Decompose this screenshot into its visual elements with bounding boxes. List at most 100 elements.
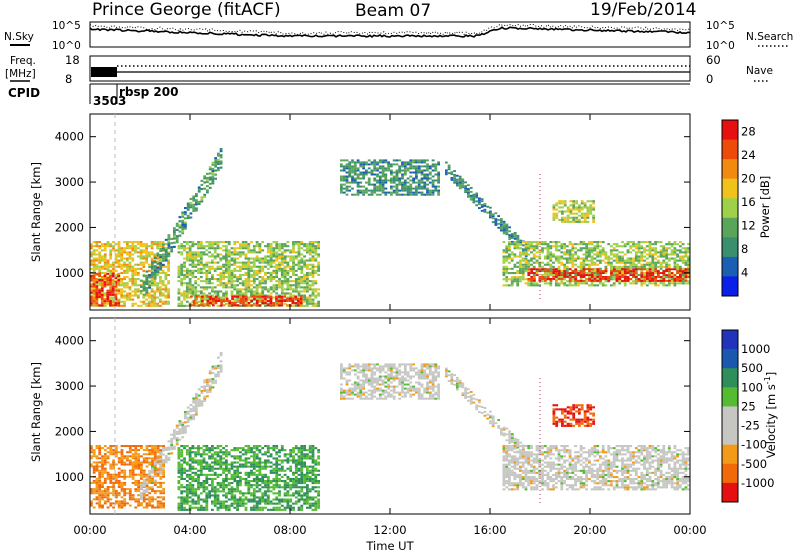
- heatmap-cell: [613, 278, 616, 280]
- heatmap-cell: [284, 272, 287, 274]
- heatmap-cell: [200, 280, 203, 282]
- heatmap-cell: [192, 484, 195, 486]
- heatmap-cell: [181, 220, 184, 222]
- heatmap-cell: [267, 255, 270, 257]
- heatmap-cell: [613, 276, 616, 278]
- heatmap-cell: [112, 268, 115, 270]
- heatmap-cell: [295, 286, 298, 288]
- heatmap-cell: [121, 476, 124, 478]
- heatmap-cell: [145, 247, 148, 249]
- heatmap-cell: [176, 239, 179, 241]
- heatmap-cell: [359, 186, 362, 188]
- heatmap-cell: [649, 274, 652, 276]
- heatmap-cell: [676, 260, 679, 262]
- heatmap-cell: [267, 296, 270, 298]
- heatmap-cell: [505, 251, 508, 253]
- heatmap-cell: [178, 468, 181, 470]
- heatmap-cell: [180, 468, 183, 470]
- heatmap-cell: [303, 299, 306, 301]
- heatmap-cell: [685, 276, 688, 278]
- heatmap-cell: [183, 490, 186, 492]
- heatmap-cell: [643, 256, 646, 258]
- heatmap-cell: [192, 208, 195, 210]
- heatmap-cell: [159, 478, 162, 480]
- heatmap-cell: [569, 280, 572, 282]
- heatmap-cell: [362, 167, 365, 169]
- heatmap-cell: [217, 274, 220, 276]
- heatmap-cell: [245, 272, 248, 274]
- heatmap-cell: [212, 164, 215, 166]
- heatmap-cell: [287, 266, 290, 268]
- heatmap-cell: [259, 284, 262, 286]
- heatmap-cell: [547, 276, 550, 278]
- heatmap-cell: [253, 266, 256, 268]
- heatmap-cell: [505, 256, 508, 258]
- heatmap-cell: [583, 262, 586, 264]
- heatmap-cell: [162, 266, 165, 268]
- heatmap-cell: [253, 272, 256, 274]
- heatmap-cell: [415, 190, 418, 192]
- heatmap-cell: [278, 258, 281, 260]
- heatmap-cell: [176, 223, 179, 225]
- heatmap-cell: [547, 264, 550, 266]
- heatmap-cell: [654, 247, 657, 249]
- heatmap-cell: [566, 258, 569, 260]
- heatmap-cell: [563, 251, 566, 253]
- heatmap-cell: [159, 507, 162, 509]
- heatmap-cell: [162, 288, 165, 290]
- heatmap-cell: [396, 174, 399, 176]
- heatmap-cell: [146, 281, 149, 283]
- heatmap-cell: [157, 471, 160, 473]
- heatmap-cell: [186, 509, 189, 511]
- heatmap-cell: [192, 480, 195, 482]
- heatmap-cell: [261, 260, 264, 262]
- heatmap-cell: [591, 276, 594, 278]
- heatmap-cell: [109, 498, 112, 500]
- heatmap-cell: [357, 174, 360, 176]
- heatmap-cell: [580, 264, 583, 266]
- heatmap-cell: [178, 449, 181, 451]
- heatmap-cell: [379, 178, 382, 180]
- heatmap-cell: [629, 282, 632, 284]
- heatmap-cell: [616, 243, 619, 245]
- heatmap-cell: [594, 247, 597, 249]
- heatmap-cell: [140, 253, 143, 255]
- heatmap-cell: [98, 292, 101, 294]
- heatmap-cell: [663, 272, 666, 274]
- heatmap-cell: [118, 500, 121, 502]
- heatmap-cell: [632, 264, 635, 266]
- heatmap-cell: [142, 255, 145, 257]
- heatmap-cell: [429, 174, 432, 176]
- heatmap-cell: [222, 272, 225, 274]
- heatmap-cell: [649, 278, 652, 280]
- heatmap-cell: [259, 247, 262, 249]
- heatmap-cell: [137, 484, 140, 486]
- heatmap-cell: [596, 276, 599, 278]
- heatmap-cell: [298, 292, 301, 294]
- heatmap-cell: [189, 292, 192, 294]
- heatmap-cell: [118, 505, 121, 507]
- heatmap-cell: [146, 291, 149, 293]
- heatmap-cell: [418, 186, 421, 188]
- heatmap-cell: [126, 451, 129, 453]
- heatmap-cell: [214, 163, 217, 165]
- heatmap-cell: [214, 270, 217, 272]
- heatmap-cell: [219, 284, 222, 286]
- heatmap-cell: [309, 299, 312, 301]
- heatmap-cell: [275, 247, 278, 249]
- heatmap-cell: [180, 243, 183, 245]
- heatmap-cell: [303, 262, 306, 264]
- heatmap-cell: [93, 275, 96, 277]
- heatmap-cell: [186, 503, 189, 505]
- heatmap-cell: [500, 230, 503, 232]
- heatmap-cell: [126, 245, 129, 247]
- heatmap-cell: [580, 272, 583, 274]
- heatmap-cell: [93, 305, 96, 307]
- heatmap-cell: [233, 264, 236, 266]
- heatmap-cell: [184, 217, 187, 219]
- heatmap-cell: [118, 451, 121, 453]
- heatmap-cell: [297, 300, 300, 302]
- heatmap-cell: [541, 251, 544, 253]
- heatmap-cell: [646, 280, 649, 282]
- heatmap-cell: [181, 424, 184, 426]
